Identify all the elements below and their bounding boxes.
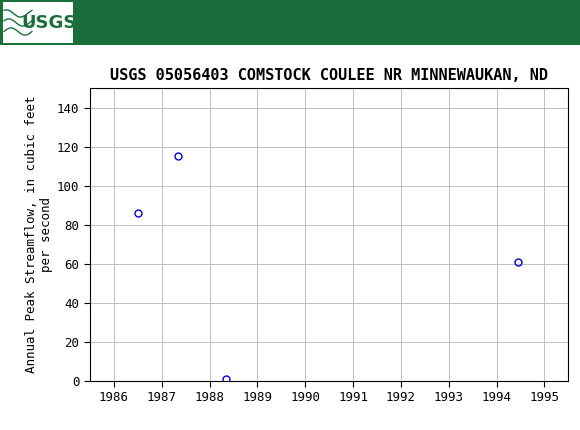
Y-axis label: Annual Peak Streamflow, in cubic feet
per second: Annual Peak Streamflow, in cubic feet pe… bbox=[25, 95, 53, 373]
Bar bbox=[3, 2, 72, 43]
Text: USGS: USGS bbox=[21, 13, 77, 31]
Title: USGS 05056403 COMSTOCK COULEE NR MINNEWAUKAN, ND: USGS 05056403 COMSTOCK COULEE NR MINNEWA… bbox=[110, 68, 548, 83]
